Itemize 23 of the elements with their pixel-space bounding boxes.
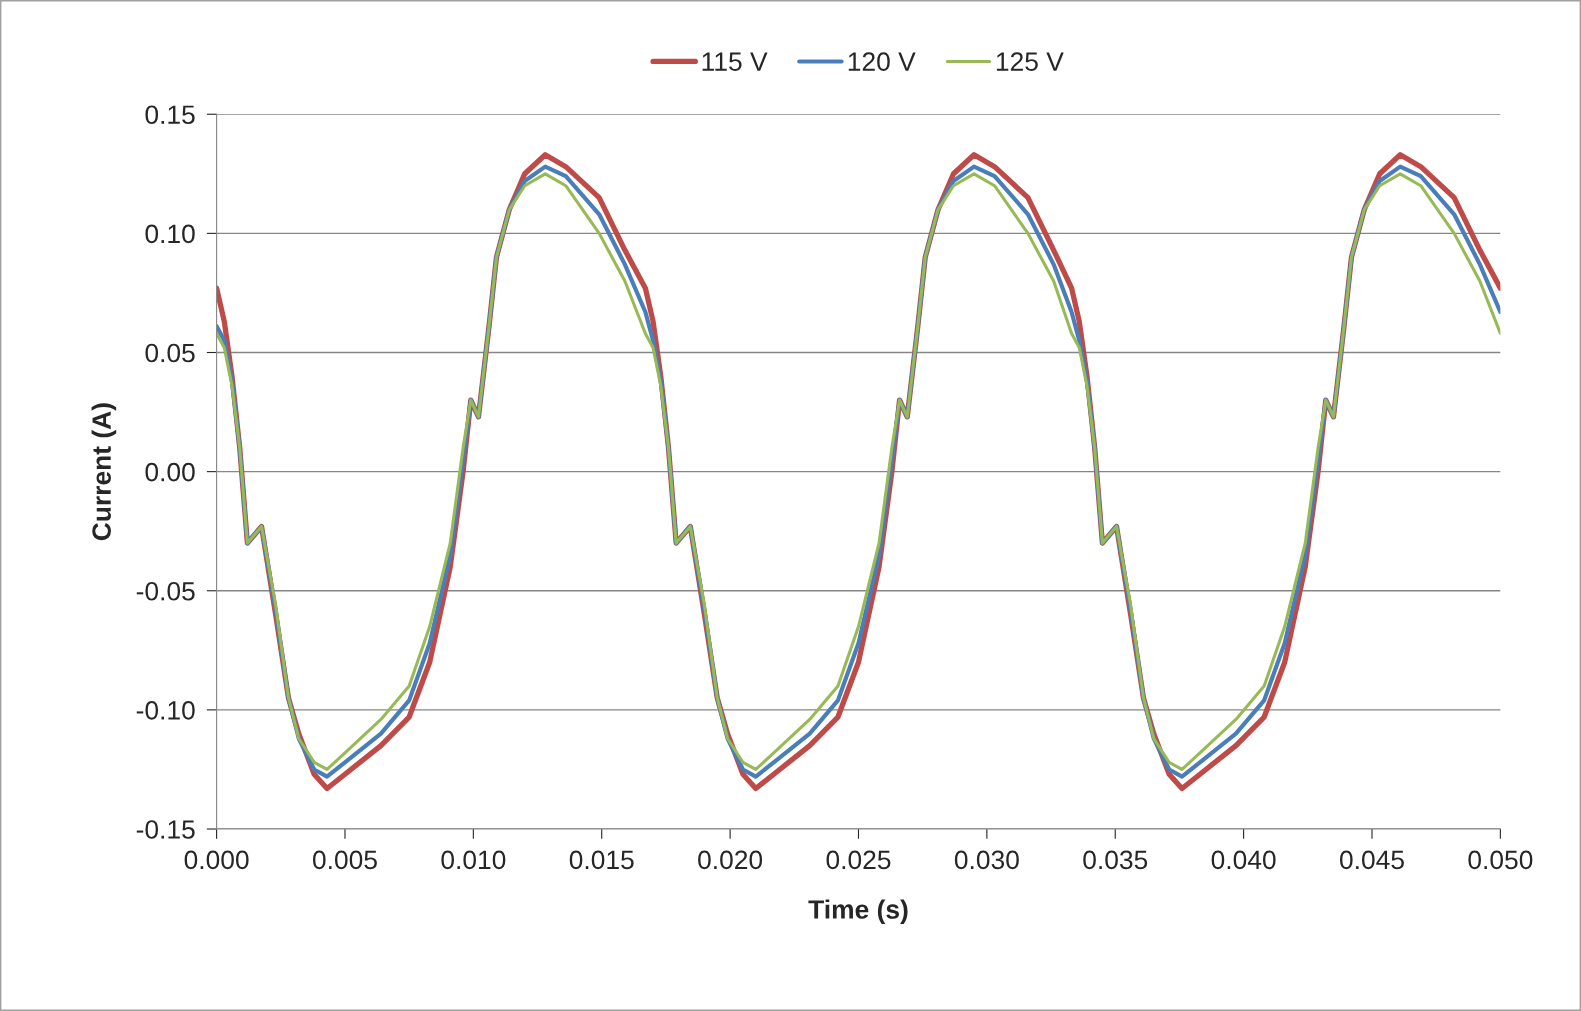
x-tick-label: 0.020 bbox=[698, 850, 763, 870]
legend-label: 120 V bbox=[848, 52, 916, 71]
x-tick-label: 0.045 bbox=[1340, 850, 1404, 870]
x-tick-label: 0.040 bbox=[1211, 850, 1276, 870]
x-tick-label: 0.030 bbox=[954, 850, 1019, 870]
x-axis-title: Time (s) bbox=[808, 899, 908, 925]
legend-label: 125 V bbox=[996, 52, 1064, 71]
x-tick-label: 0.025 bbox=[826, 850, 891, 870]
y-axis-title: Current (A) bbox=[91, 403, 117, 541]
x-tick-label: 0.000 bbox=[184, 850, 249, 870]
y-tick-label: -0.05 bbox=[136, 581, 195, 601]
y-tick-label: -0.10 bbox=[136, 701, 195, 720]
y-tick-label: 0.10 bbox=[145, 224, 195, 244]
y-tick-label: -0.15 bbox=[136, 820, 195, 839]
y-tick-label: 0.15 bbox=[145, 105, 195, 125]
y-tick-label: 0.05 bbox=[145, 343, 195, 363]
x-tick-label: 0.050 bbox=[1468, 850, 1533, 870]
x-tick-label: 0.005 bbox=[312, 850, 377, 870]
y-tick-label: 0.00 bbox=[145, 462, 195, 482]
legend-label: 115 V bbox=[702, 52, 768, 71]
x-tick-label: 0.010 bbox=[441, 850, 506, 870]
x-tick-label: 0.015 bbox=[569, 850, 634, 870]
x-tick-label: 0.035 bbox=[1083, 850, 1148, 870]
